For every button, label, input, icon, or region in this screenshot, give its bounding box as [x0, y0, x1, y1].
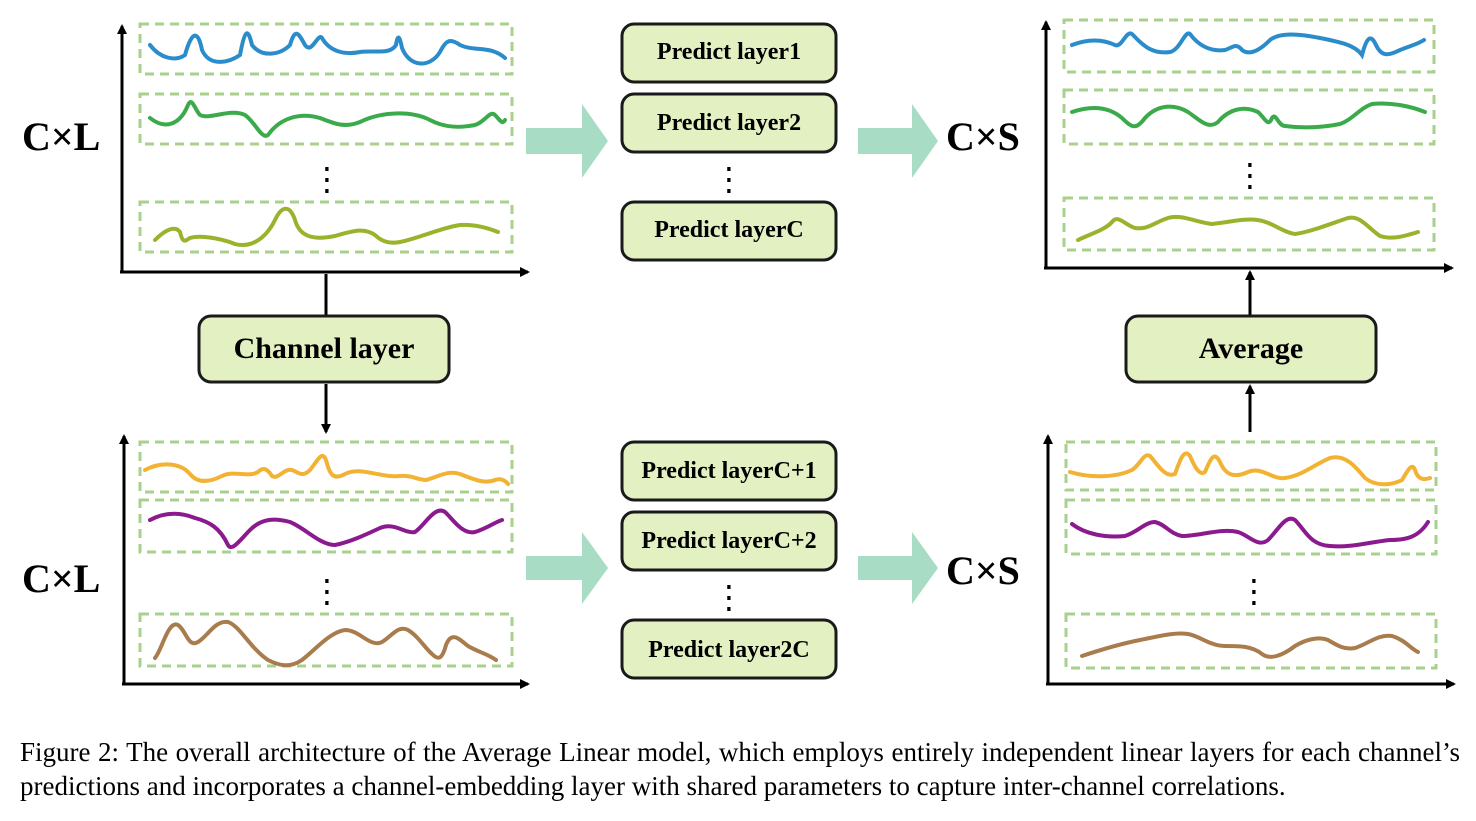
predict-layer-2-box: Predict layer2	[620, 92, 838, 154]
top-output-panel: ⋮	[1041, 18, 1454, 273]
bottom-input-channel-1-box	[138, 440, 514, 494]
bottom-input-dim-label: C×L	[22, 556, 100, 601]
bottom-output-series-brown	[1080, 631, 1420, 659]
top-flow-arrow-1	[526, 104, 608, 178]
predict-layer-c-label: Predict layerC	[654, 217, 804, 243]
top-input-panel: ⋮	[117, 22, 530, 277]
top-input-channel-c-box	[138, 200, 514, 254]
bottom-input-series-brown	[153, 619, 498, 668]
top-output-series-green	[1070, 101, 1427, 130]
top-output-series-olive	[1076, 214, 1420, 242]
top-output-dim-label: C×S	[946, 114, 1020, 159]
bottom-output-panel: ⋮	[1043, 434, 1456, 689]
bottom-output-series-purple	[1070, 516, 1430, 549]
top-output-ellipsis: ⋮	[1234, 156, 1266, 194]
bottom-input-series-orange	[143, 453, 510, 486]
predict-layer-2-label: Predict layer2	[657, 110, 801, 136]
top-output-series-blue	[1070, 31, 1426, 60]
bottom-input-panel: ⋮	[119, 434, 530, 689]
channel-layer-label: Channel layer	[234, 332, 415, 365]
predict-layer-1-box: Predict layer1	[620, 22, 838, 84]
bottom-output-channel-1-box	[1064, 440, 1438, 492]
predict-layer-c1-label: Predict layerC+1	[641, 458, 816, 484]
top-output-channel-1-box	[1062, 18, 1436, 74]
top-input-series-olive	[153, 206, 500, 247]
average-label: Average	[1199, 332, 1303, 365]
average-box: Average	[1124, 314, 1378, 384]
bottom-input-channel-2-box	[138, 498, 514, 554]
bottom-output-channel-2-box	[1064, 498, 1438, 556]
top-input-channel-1-box	[138, 22, 514, 76]
top-output-channel-c-box	[1062, 196, 1436, 252]
bottom-input-series-purple	[148, 508, 504, 550]
bottom-input-ellipsis: ⋮	[311, 572, 343, 610]
bottom-output-ellipsis: ⋮	[1238, 572, 1270, 610]
top-input-ellipsis: ⋮	[311, 160, 343, 198]
bottom-flow-arrow-2	[858, 532, 938, 604]
predict-layer-c2-box: Predict layerC+2	[620, 510, 838, 572]
architecture-diagram: ⋮ C×L Predict layer1 Predict layer2 ⋮ Pr…	[22, 18, 1456, 689]
bottom-output-dim-label: C×S	[946, 548, 1020, 593]
predict-layer-c1-box: Predict layerC+1	[620, 440, 838, 502]
top-input-channel-2-box	[138, 92, 514, 146]
top-input-series-blue	[148, 31, 507, 66]
predict-layer-2c-label: Predict layer2C	[648, 637, 810, 663]
predict-layer-1-label: Predict layer1	[657, 39, 801, 65]
top-input-series-green	[148, 100, 507, 138]
predict-layer-2c-box: Predict layer2C	[620, 618, 838, 680]
bottom-output-channel-2c-box	[1064, 612, 1438, 670]
top-predict-ellipsis: ⋮	[713, 160, 745, 198]
top-flow-arrow-2	[858, 104, 938, 178]
top-output-channel-2-box	[1062, 88, 1436, 146]
channel-layer-box: Channel layer	[197, 314, 451, 384]
top-input-dim-label: C×L	[22, 114, 100, 159]
bottom-predict-ellipsis: ⋮	[713, 578, 745, 616]
figure-caption: Figure 2: The overall architecture of th…	[20, 737, 1460, 801]
predict-layer-c2-label: Predict layerC+2	[641, 528, 816, 554]
bottom-input-channel-2c-box	[138, 612, 514, 668]
bottom-output-series-orange	[1068, 451, 1432, 487]
bottom-flow-arrow-1	[526, 532, 608, 604]
predict-layer-c-box: Predict layerC	[620, 200, 838, 262]
